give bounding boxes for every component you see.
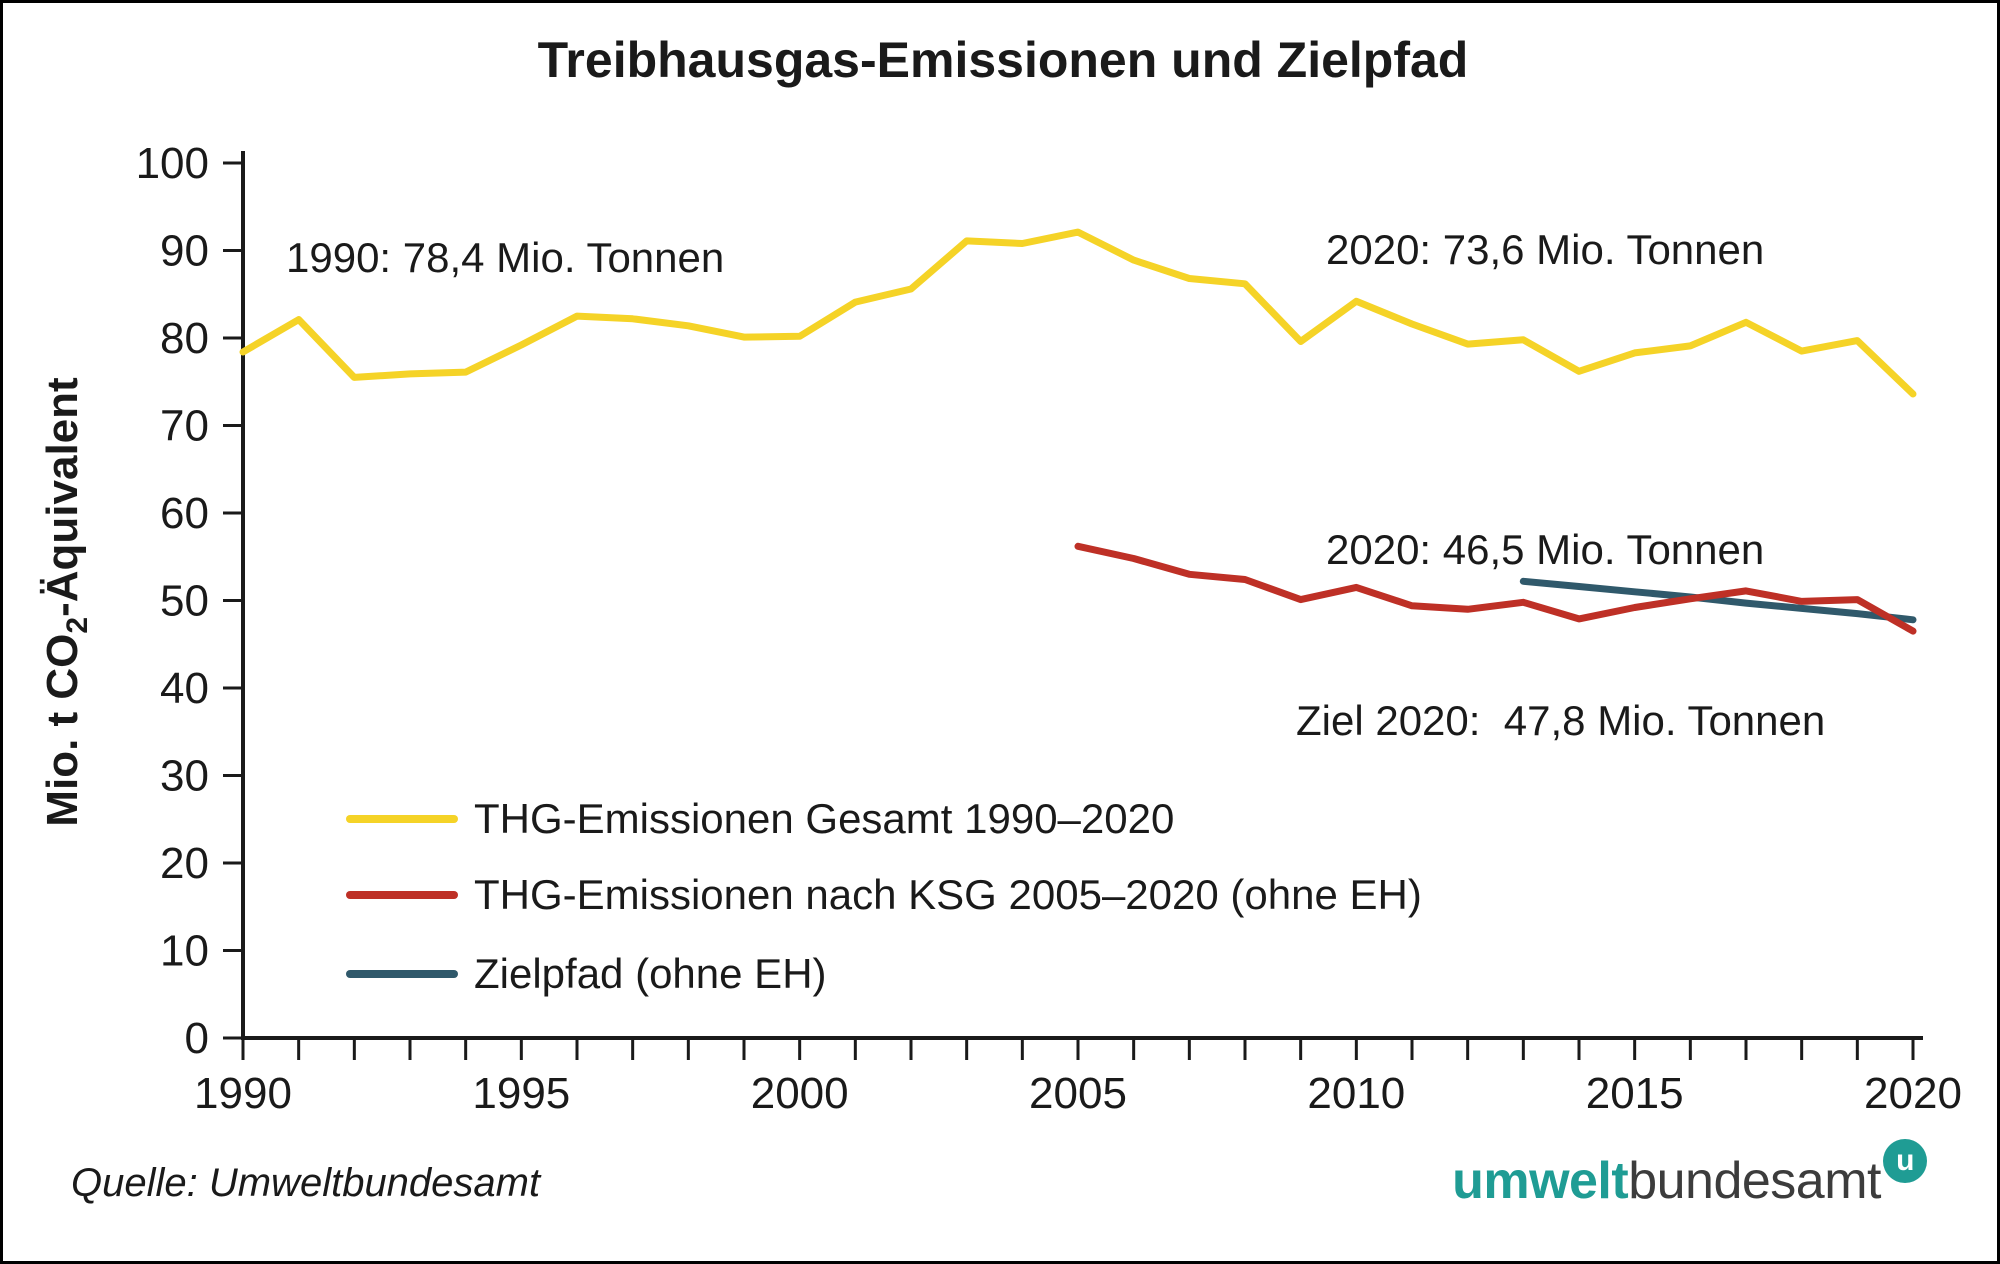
y-tick-label: 0	[185, 1014, 209, 1063]
y-tick-label: 100	[136, 139, 209, 188]
y-tick-label: 30	[160, 752, 209, 801]
legend-swatch-ksg	[346, 891, 458, 899]
legend-item-ksg: THG-Emissionen nach KSG 2005–2020 (ohne …	[346, 871, 1422, 918]
uba-logo-umwelt: umwelt	[1452, 1152, 1629, 1210]
y-tick-label: 70	[160, 402, 209, 451]
y-tick-label: 50	[160, 577, 209, 626]
series-line-1	[1074, 542, 1917, 635]
annotation-ksg-2020: 2020: 46,5 Mio. Tonnen	[1326, 526, 1765, 573]
uba-logo-badge-letter: u	[1896, 1144, 1914, 1177]
annotation-total-1990: 1990: 78,4 Mio. Tonnen	[286, 234, 725, 281]
x-tick-label: 2015	[1586, 1069, 1684, 1118]
legend-swatch-gesamt	[346, 815, 458, 823]
y-tick-label: 20	[160, 839, 209, 888]
annotation-ziel-2020: Ziel 2020: 47,8 Mio. Tonnen	[1296, 697, 1826, 744]
legend-swatch-zielpfad	[346, 970, 458, 978]
series-line-2	[1519, 577, 1917, 624]
x-tick-label: 2000	[751, 1069, 849, 1118]
x-tick-label: 2005	[1029, 1069, 1127, 1118]
series-line-0	[239, 228, 1917, 398]
legend-label-zielpfad: Zielpfad (ohne EH)	[474, 950, 827, 997]
uba-logo: umweltbundesamt u	[1452, 1139, 1927, 1211]
legend-label-ksg: THG-Emissionen nach KSG 2005–2020 (ohne …	[474, 871, 1422, 918]
y-tick-label: 80	[160, 314, 209, 363]
y-tick-label: 10	[160, 927, 209, 976]
x-tick-label: 2020	[1864, 1069, 1962, 1118]
x-tick-label: 2010	[1307, 1069, 1405, 1118]
chart-svg: 0 10 20 30 40 50 60 70 80 90 100 1990 1995 2000 2005 20…	[136, 139, 1962, 1118]
source-note: Quelle: Umweltbundesamt	[71, 1161, 541, 1205]
y-tick-label: 40	[160, 664, 209, 713]
y-tick-label: 90	[160, 227, 209, 276]
annotation-total-2020: 2020: 73,6 Mio. Tonnen	[1326, 226, 1765, 273]
x-tick-label: 1990	[194, 1069, 292, 1118]
x-tick-label: 1995	[472, 1069, 570, 1118]
y-tick-label: 60	[160, 489, 209, 538]
legend-item-zielpfad: Zielpfad (ohne EH)	[346, 950, 827, 997]
uba-logo-badge-icon: u	[1883, 1139, 1927, 1183]
uba-logo-bundesamt: bundesamt	[1628, 1152, 1881, 1210]
chart-title: Treibhausgas-Emissionen und Zielpfad	[537, 32, 1469, 88]
legend-item-gesamt: THG-Emissionen Gesamt 1990–2020	[346, 795, 1175, 842]
legend-label-gesamt: THG-Emissionen Gesamt 1990–2020	[474, 795, 1175, 842]
